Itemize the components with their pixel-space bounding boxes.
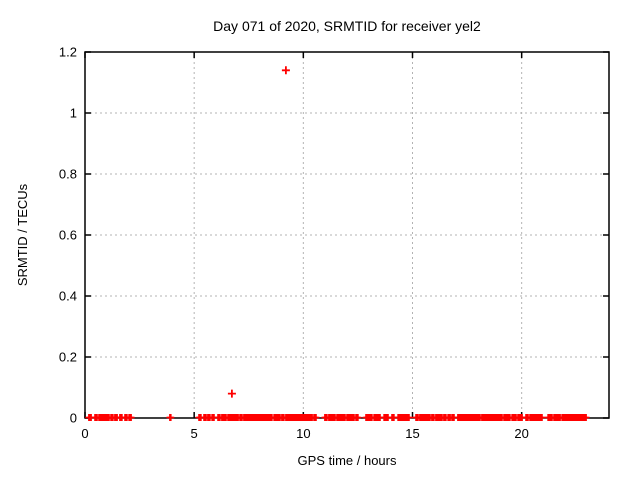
y-tick-label: 0.8 bbox=[59, 167, 77, 182]
x-tick-label: 5 bbox=[191, 426, 198, 441]
y-axis-label: SRMTID / TECUs bbox=[15, 183, 30, 286]
y-tick-label: 0.4 bbox=[59, 289, 77, 304]
data-point-marker bbox=[166, 413, 176, 422]
y-tick-label: 0.6 bbox=[59, 228, 77, 243]
y-tick-label: 0 bbox=[70, 411, 77, 426]
x-tick-label: 0 bbox=[81, 426, 88, 441]
chart-title: Day 071 of 2020, SRMTID for receiver yel… bbox=[213, 18, 481, 34]
y-tick-label: 0.2 bbox=[59, 350, 77, 365]
y-tick-label: 1 bbox=[70, 106, 77, 121]
outlier-point-marker bbox=[226, 388, 237, 399]
data-points bbox=[84, 65, 591, 422]
x-tick-label: 20 bbox=[514, 426, 528, 441]
tick-labels: 0 5 10 15 20 0 0.2 0.4 0.6 0.8 1 1.2 bbox=[59, 45, 529, 442]
y-tick-label: 1.2 bbox=[59, 45, 77, 60]
gridlines bbox=[85, 52, 609, 418]
x-tick-label: 15 bbox=[405, 426, 419, 441]
x-axis-label: GPS time / hours bbox=[298, 453, 397, 468]
outlier-point-marker bbox=[280, 65, 291, 76]
x-tick-label: 10 bbox=[296, 426, 310, 441]
